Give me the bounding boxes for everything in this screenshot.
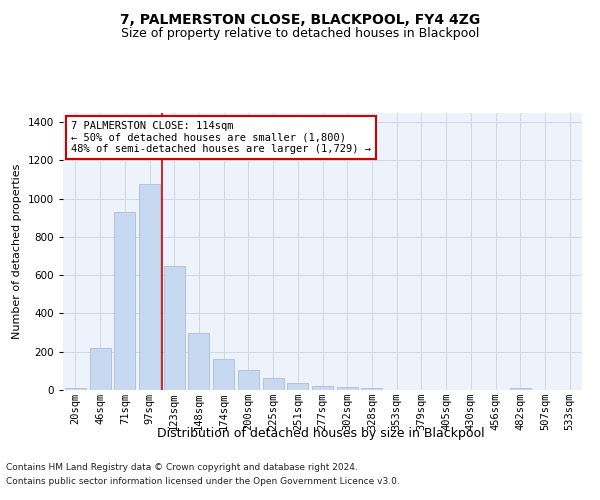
Bar [89, 348, 110, 390]
Bar [361, 388, 382, 390]
Bar [65, 388, 86, 390]
Text: 7, PALMERSTON CLOSE, BLACKPOOL, FY4 4ZG: 7, PALMERSTON CLOSE, BLACKPOOL, FY4 4ZG [120, 12, 480, 26]
Bar [139, 184, 160, 390]
Bar [238, 370, 259, 390]
Bar [337, 387, 358, 390]
Bar [114, 212, 135, 390]
Bar [510, 388, 531, 390]
Bar [312, 386, 333, 390]
Text: Contains public sector information licensed under the Open Government Licence v3: Contains public sector information licen… [6, 478, 400, 486]
Bar [188, 332, 209, 390]
Y-axis label: Number of detached properties: Number of detached properties [12, 164, 22, 339]
Bar [213, 360, 234, 390]
Text: 7 PALMERSTON CLOSE: 114sqm
← 50% of detached houses are smaller (1,800)
48% of s: 7 PALMERSTON CLOSE: 114sqm ← 50% of deta… [71, 121, 371, 154]
Bar [164, 266, 185, 390]
Text: Contains HM Land Registry data © Crown copyright and database right 2024.: Contains HM Land Registry data © Crown c… [6, 462, 358, 471]
Bar [287, 384, 308, 390]
Text: Distribution of detached houses by size in Blackpool: Distribution of detached houses by size … [157, 428, 485, 440]
Text: Size of property relative to detached houses in Blackpool: Size of property relative to detached ho… [121, 28, 479, 40]
Bar [263, 378, 284, 390]
